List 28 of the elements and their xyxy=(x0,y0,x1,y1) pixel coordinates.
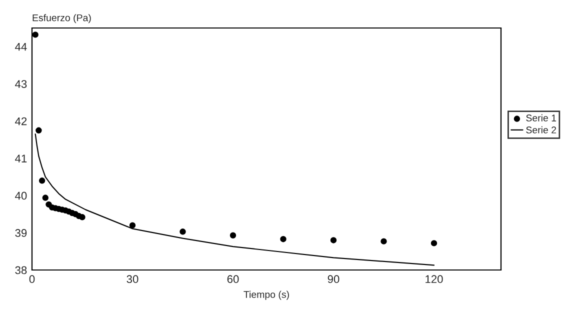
x-tick-label: 60 xyxy=(227,275,239,284)
point xyxy=(430,240,438,246)
x-axis-title: Tiempo (s) xyxy=(244,290,289,300)
point xyxy=(32,32,38,38)
point xyxy=(129,222,136,228)
y-tick-label: 40 xyxy=(15,192,27,200)
legend-label: Serie 1 xyxy=(526,114,556,122)
point xyxy=(330,237,337,244)
y-tick-label: 44 xyxy=(15,42,27,51)
point xyxy=(79,214,86,220)
y-tick-label: 39 xyxy=(15,229,27,237)
y-tick-label: 43 xyxy=(15,80,27,88)
x-tick-label: 0 xyxy=(29,275,35,284)
y-tick-label: 41 xyxy=(15,154,27,162)
point xyxy=(38,178,46,184)
y-axis-title: Esfuerzo (Pa) xyxy=(32,14,91,24)
legend-label: Serie 2 xyxy=(526,126,556,134)
point xyxy=(230,232,236,238)
point xyxy=(280,236,286,242)
x-tick-label: 90 xyxy=(328,275,340,284)
point xyxy=(380,238,387,244)
y-tick-label: 38 xyxy=(15,266,27,274)
x-tick-label: 30 xyxy=(126,275,138,284)
point xyxy=(180,228,186,235)
y-tick-label: 42 xyxy=(15,117,27,126)
point xyxy=(42,194,48,201)
point xyxy=(36,127,42,134)
x-tick-label: 120 xyxy=(426,275,443,284)
